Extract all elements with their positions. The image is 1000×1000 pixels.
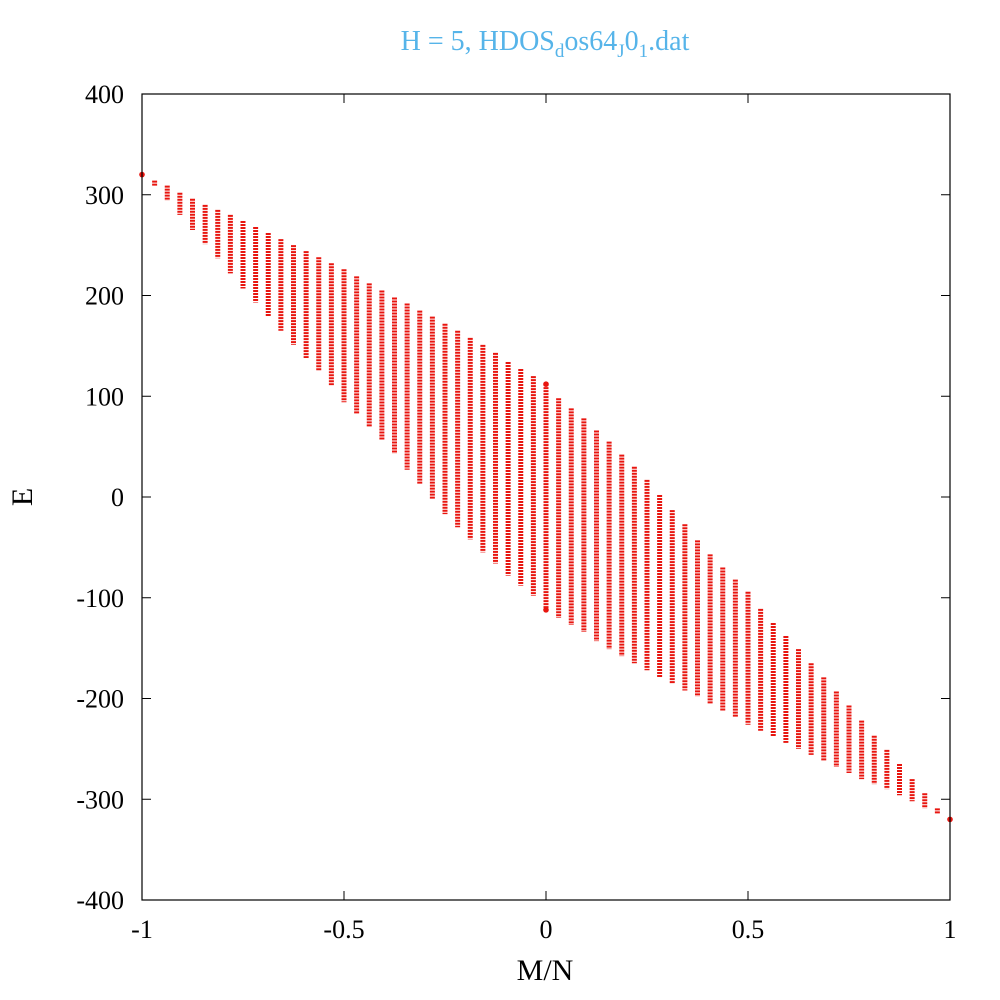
y-axis-label: E <box>6 488 39 506</box>
y-tick-label: 0 <box>111 483 124 512</box>
chart-title-sub-1: d <box>555 41 565 62</box>
axis-ticks: -1 -0.5 0 0.5 1 -400 -300 -200 -100 0 100 200 300 400 <box>76 80 956 944</box>
data-point <box>543 607 549 613</box>
chart-title-end: .dat <box>648 26 689 57</box>
y-tick-label: -100 <box>76 584 124 613</box>
x-tick-label: -1 <box>131 915 153 944</box>
y-tick-label: 300 <box>85 181 124 210</box>
y-tick-label: 200 <box>85 282 124 311</box>
chart-title-sub-2: J <box>617 41 624 62</box>
x-tick-label: 0 <box>540 915 553 944</box>
chart-title-sub-3: 1 <box>639 41 649 62</box>
x-tick-label: 1 <box>944 915 957 944</box>
y-tick-label: -400 <box>76 886 124 915</box>
y-tick-label: 400 <box>85 80 124 109</box>
y-tick-label: 100 <box>85 382 124 411</box>
y-tick-label: -200 <box>76 685 124 714</box>
x-axis-label: M/N <box>517 954 574 987</box>
chart-title-mid-2: 0 <box>625 26 639 57</box>
plot-marks <box>139 171 953 823</box>
chart-title-mid: os64 <box>564 26 617 57</box>
y-tick-label: -300 <box>76 785 124 814</box>
data-point <box>543 381 549 387</box>
x-tick-label: -0.5 <box>323 915 364 944</box>
x-tick-label: 0.5 <box>732 915 765 944</box>
chart-title-main: H = 5, HDOS <box>401 26 555 57</box>
chart-title: H = 5, HDOSdos64J01.dat <box>401 26 690 62</box>
